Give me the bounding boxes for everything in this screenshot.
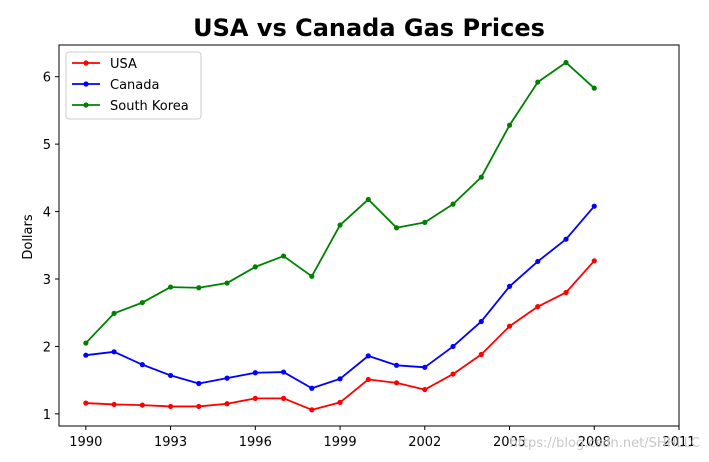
data-point-canada <box>337 376 343 382</box>
chart-title: USA vs Canada Gas Prices <box>193 14 545 42</box>
x-tick-label: 2005 <box>493 435 526 450</box>
data-point-south-korea <box>506 122 513 128</box>
legend: USA Canada South Korea <box>65 51 202 120</box>
data-point-south-korea <box>393 225 400 231</box>
y-axis-label-group: Dollars <box>21 214 36 259</box>
data-point-usa <box>478 351 484 358</box>
data-point-canada <box>139 362 145 368</box>
data-point-south-korea <box>591 85 597 91</box>
legend-label-canada: Canada <box>110 78 159 93</box>
data-point-canada <box>83 352 89 358</box>
y-axis: 1 2 3 4 5 6 <box>43 71 59 423</box>
data-point-south-korea <box>365 196 371 203</box>
data-point-south-korea <box>83 340 89 346</box>
data-point-canada <box>167 372 174 379</box>
y-tick-label: 4 <box>43 206 51 221</box>
data-point-south-korea <box>224 280 230 286</box>
x-tick-label: 1996 <box>239 435 272 450</box>
data-point-usa <box>280 395 287 401</box>
data-point-canada <box>535 258 541 265</box>
data-point-south-korea <box>111 310 117 316</box>
y-tick-label: 3 <box>43 273 51 288</box>
legend-marker-south-korea <box>83 102 89 108</box>
x-tick-label: 2008 <box>578 435 611 450</box>
data-point-south-korea <box>478 174 484 180</box>
data-point-south-korea <box>535 79 541 85</box>
data-point-canada <box>506 283 513 290</box>
data-point-usa <box>535 304 541 310</box>
data-point-canada <box>422 364 428 370</box>
data-point-usa <box>196 403 202 410</box>
data-point-canada <box>224 375 230 381</box>
legend-marker-usa <box>83 60 89 66</box>
data-point-canada <box>393 362 400 368</box>
data-point-usa <box>450 371 456 377</box>
x-axis: 1990 1993 1996 1999 2002 2005 2008 2011 <box>69 426 696 450</box>
data-point-usa <box>111 401 117 408</box>
data-point-canada <box>252 370 258 376</box>
data-point-canada <box>478 318 484 325</box>
watermark: https://blog.csdn.net/SHHLLC <box>510 436 700 451</box>
data-point-south-korea <box>309 273 315 279</box>
data-point-south-korea <box>196 285 202 291</box>
data-point-usa <box>393 380 400 386</box>
data-point-usa <box>337 399 343 405</box>
data-point-canada <box>196 380 202 387</box>
data-point-south-korea <box>337 222 343 228</box>
data-point-canada <box>563 236 569 242</box>
data-point-south-korea <box>280 253 287 259</box>
data-point-south-korea <box>563 59 569 66</box>
y-axis-label: Dollars <box>21 214 36 259</box>
y-tick-label: 1 <box>43 408 51 423</box>
data-point-canada <box>450 343 456 350</box>
data-point-canada <box>280 369 287 375</box>
legend-box <box>65 51 202 120</box>
x-tick-label: 1990 <box>69 435 102 450</box>
data-point-usa <box>252 395 258 401</box>
legend-marker-canada <box>83 81 89 87</box>
x-tick-label: 2011 <box>662 435 695 450</box>
data-point-south-korea <box>450 201 456 207</box>
data-point-usa <box>365 376 371 383</box>
data-point-usa <box>83 400 89 406</box>
data-point-usa <box>309 407 315 413</box>
legend-label-south-korea: South Korea <box>110 99 189 114</box>
data-point-usa <box>591 258 597 264</box>
data-point-south-korea <box>252 264 258 270</box>
data-point-usa <box>167 403 174 410</box>
legend-label-usa: USA <box>110 57 137 72</box>
y-tick-label: 5 <box>43 138 51 153</box>
y-tick-label: 6 <box>43 71 51 86</box>
y-tick-label: 2 <box>43 340 51 355</box>
x-tick-label: 2002 <box>408 435 441 450</box>
x-tick-label: 1999 <box>324 435 357 450</box>
data-point-usa <box>139 402 145 408</box>
data-point-usa <box>224 401 230 407</box>
data-point-south-korea <box>422 219 428 225</box>
data-point-canada <box>591 203 597 209</box>
data-point-canada <box>365 353 371 359</box>
x-tick-label: 1993 <box>154 435 187 450</box>
data-point-canada <box>111 349 117 355</box>
data-point-south-korea <box>139 299 145 306</box>
data-point-south-korea <box>167 284 174 290</box>
data-point-usa <box>563 289 569 296</box>
data-point-canada <box>309 385 315 391</box>
series-layer <box>83 59 597 413</box>
data-point-usa <box>506 323 513 329</box>
data-point-usa <box>422 386 428 393</box>
